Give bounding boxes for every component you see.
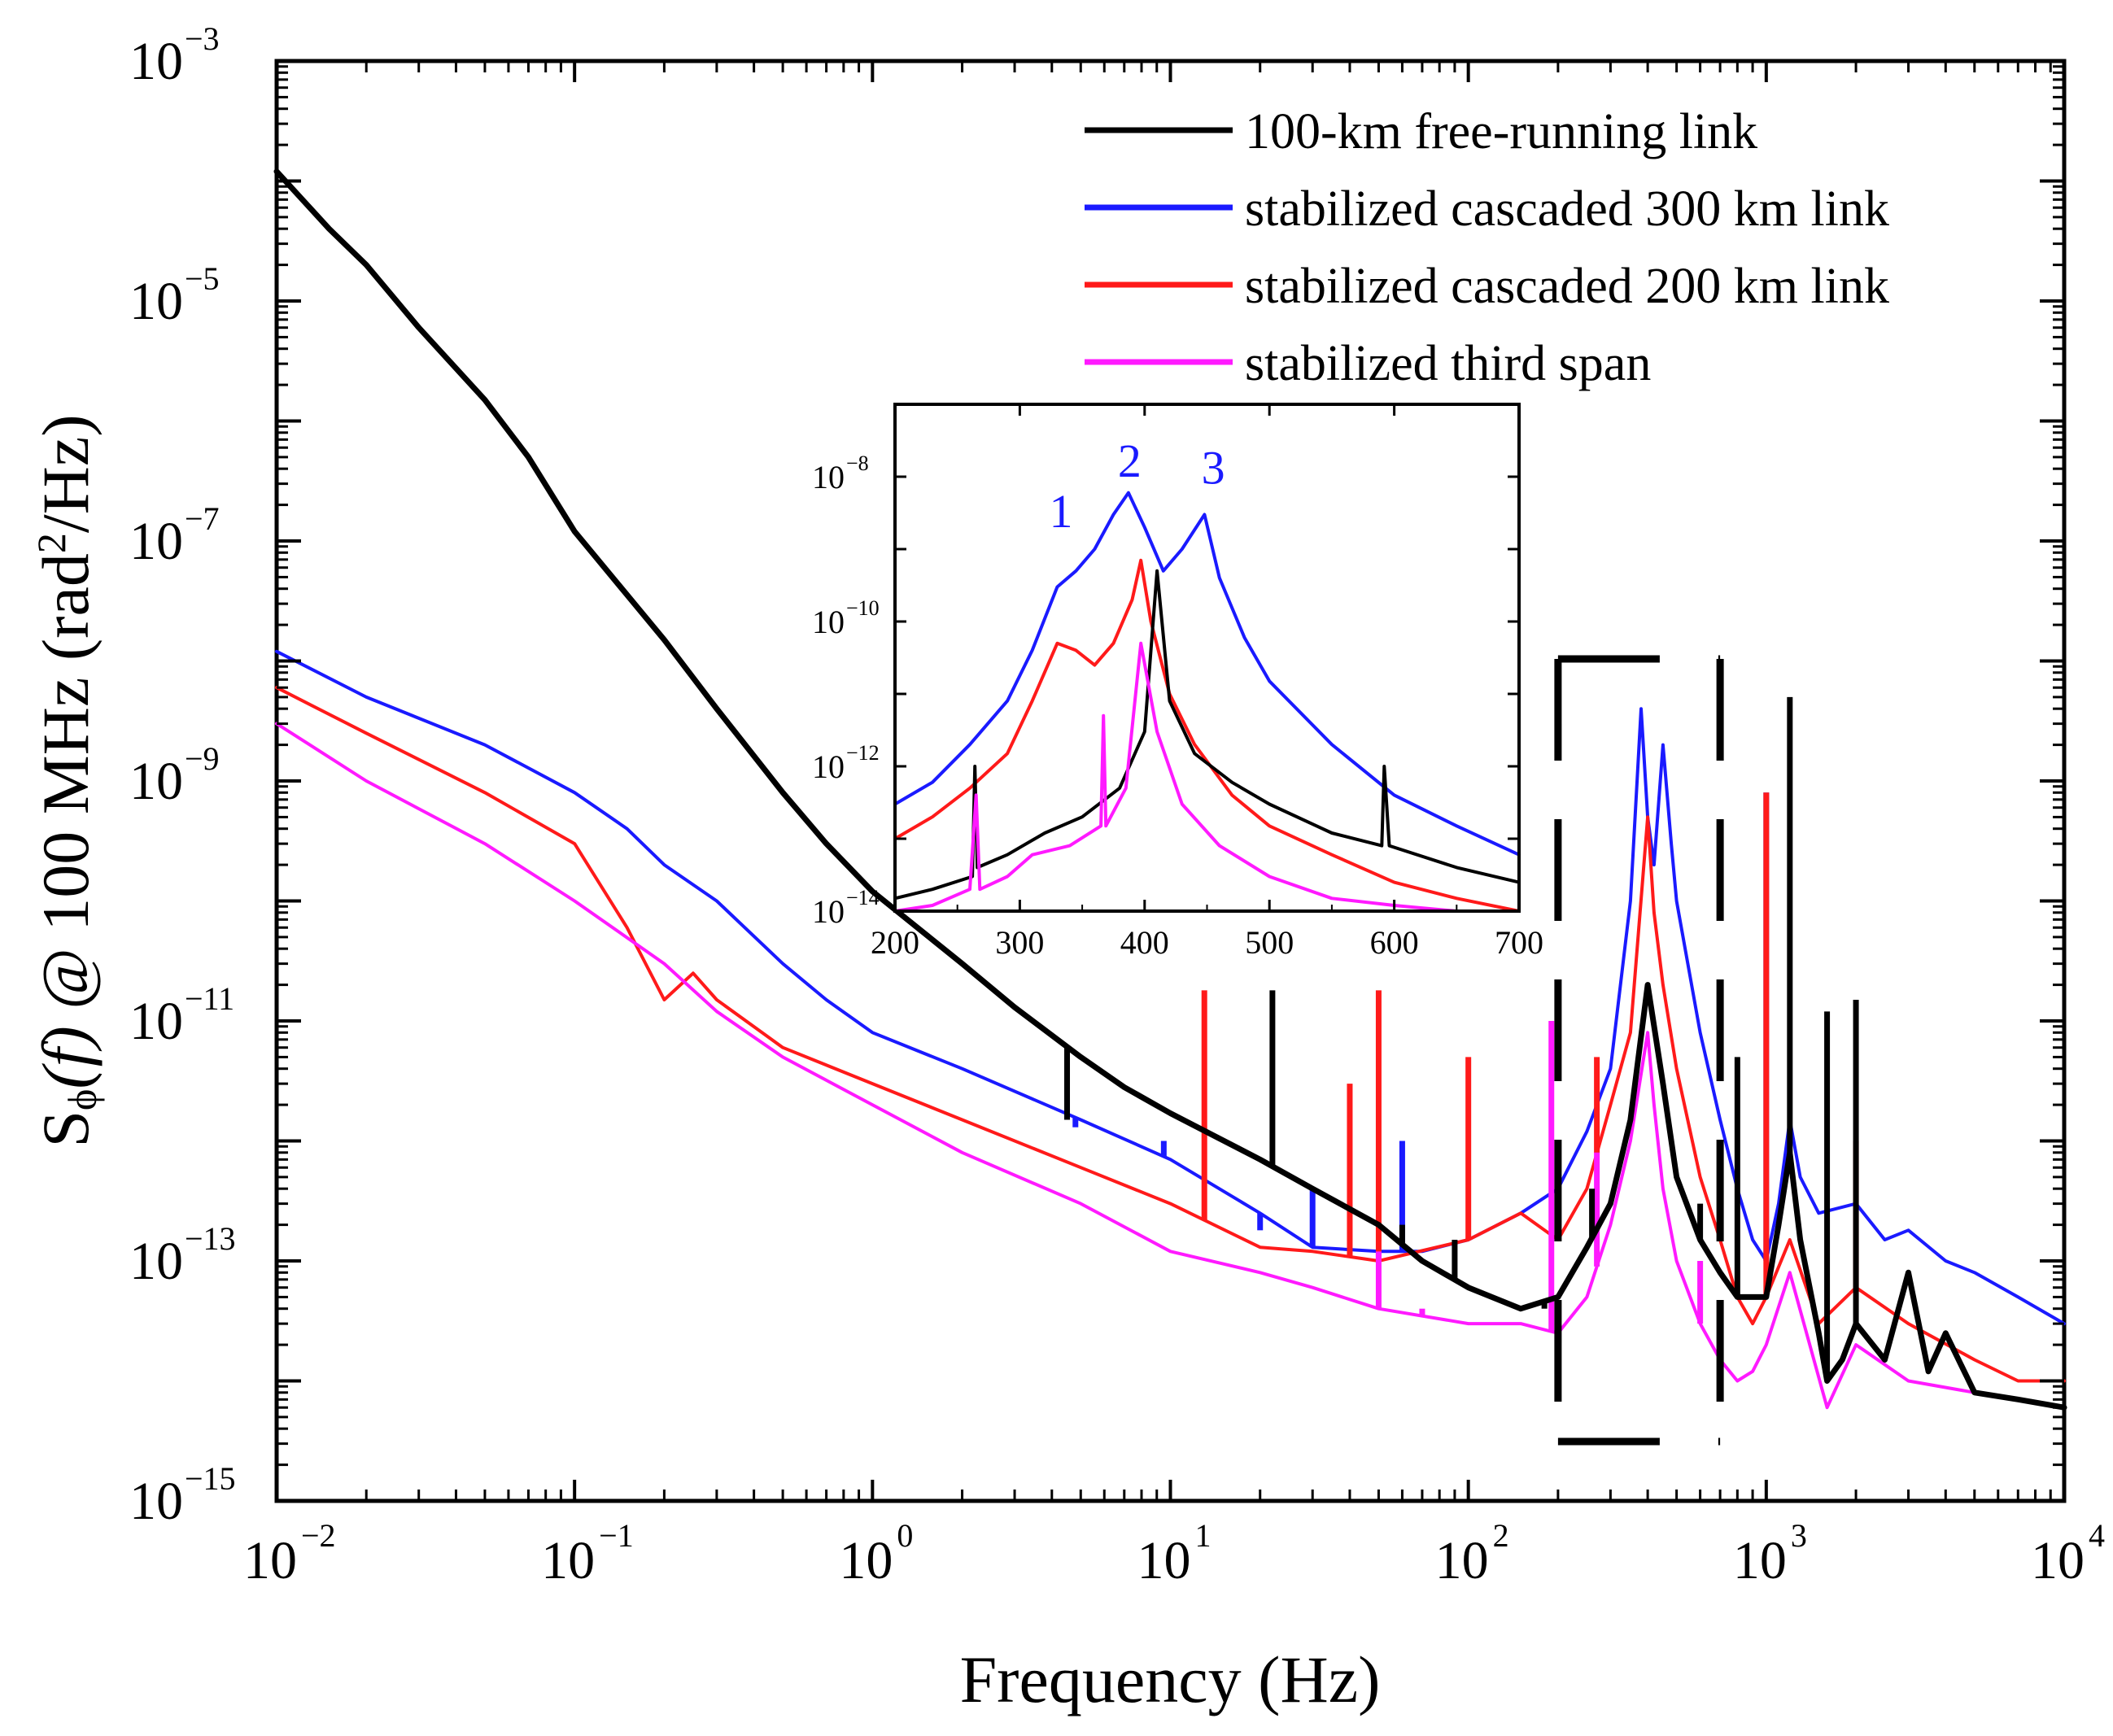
y-tick-exponent: −7	[185, 500, 220, 537]
y-tick-exponent: −3	[185, 20, 220, 57]
legend-label-stabilized-cascaded-200-km-link: stabilized cascaded 200 km link	[1245, 259, 1889, 314]
main-series-group	[273, 168, 2067, 1411]
inset-y-tick-label: 10	[812, 604, 845, 640]
legend-label-stabilized-cascaded-300-km-link: stabilized cascaded 300 km link	[1245, 181, 1889, 237]
x-axis-label: Frequency (Hz)	[960, 1642, 1381, 1716]
x-tick-label: 10	[839, 1531, 893, 1590]
series-line-stabilized-cascaded-300-km-link	[275, 649, 2066, 1326]
main-x-ticks: 10 −2 10 −1 10 0 10 1 10 2 10 3 10 4	[243, 61, 2105, 1590]
peak-label-1: 1	[1050, 485, 1073, 538]
legend: 100-km free-running link stabilized casca…	[1085, 104, 1889, 391]
inset-y-tick-exponent: −10	[846, 596, 880, 620]
x-tick-exponent: 1	[1195, 1517, 1211, 1554]
x-tick-label: 10	[1137, 1531, 1191, 1590]
y-tick-label: 10	[129, 1472, 183, 1531]
y-tick-exponent: −9	[185, 740, 220, 777]
y-tick-label: 10	[129, 1232, 183, 1291]
y-tick-label: 10	[129, 992, 183, 1051]
y-tick-exponent: −5	[185, 260, 220, 297]
inset-x-tick-label: 600	[1370, 924, 1419, 961]
inset-series-line-stabilized-third-span	[893, 641, 1521, 913]
inset-y-tick-label: 10	[812, 459, 845, 495]
inset-y-tick-exponent: −8	[846, 451, 869, 475]
inset-plot-background	[895, 404, 1519, 911]
y-tick-exponent: −11	[185, 980, 234, 1017]
y-tick-label: 10	[129, 272, 183, 331]
inset-x-tick-label: 700	[1495, 924, 1543, 961]
inset-y-tick-exponent: −14	[846, 886, 880, 909]
inset-series-group	[893, 491, 1521, 913]
x-tick-exponent: −2	[301, 1517, 336, 1554]
y-tick-label: 10	[129, 752, 183, 811]
x-tick-label: 10	[1733, 1531, 1787, 1590]
inset-y-tick-exponent: −12	[846, 741, 880, 765]
inset-peak-labels: 12 3	[1050, 434, 1225, 538]
inset-y-tick-label: 10	[812, 893, 845, 930]
inset-x-ticks: 200 300 400 500 600 700	[871, 404, 1543, 961]
legend-label-100-km-free-running-link: 100-km free-running link	[1245, 104, 1757, 159]
x-tick-exponent: −1	[599, 1517, 634, 1554]
inset-x-tick-label: 500	[1245, 924, 1294, 961]
y-tick-label: 10	[129, 512, 183, 571]
inset-series-line-stabilized-cascaded-300-km-link	[893, 491, 1521, 857]
inset-series-line-stabilized-cascaded-200-km-link	[893, 558, 1521, 913]
inset-y-tick-label: 10	[812, 748, 845, 785]
x-tick-label: 10	[541, 1531, 595, 1590]
y-tick-exponent: −13	[185, 1220, 236, 1257]
inset-x-tick-label: 300	[995, 924, 1044, 961]
legend-label-stabilized-third-span: stabilized third span	[1245, 336, 1651, 391]
inset-x-tick-label: 200	[871, 924, 919, 961]
y-axis-label: Sϕ(f) @ 100 MHz (rad2/Hz)	[28, 414, 105, 1147]
y-tick-exponent: −15	[185, 1460, 236, 1497]
series-line-100-km-free-running-link	[273, 168, 2067, 1411]
x-tick-exponent: 0	[897, 1517, 913, 1554]
x-tick-label: 10	[1435, 1531, 1489, 1590]
series-line-stabilized-cascaded-200-km-link	[275, 686, 2066, 1383]
zoom-region-bracket	[1554, 655, 1724, 1446]
x-tick-exponent: 2	[1493, 1517, 1509, 1554]
x-tick-label: 10	[243, 1531, 297, 1590]
peak-label-2: 2	[1118, 434, 1142, 487]
inset-x-tick-label: 400	[1120, 924, 1169, 961]
x-tick-exponent: 4	[2089, 1517, 2105, 1554]
x-tick-exponent: 3	[1791, 1517, 1807, 1554]
x-tick-label: 10	[2031, 1531, 2085, 1590]
y-tick-label: 10	[129, 32, 183, 91]
peak-label-3: 3	[1202, 442, 1225, 495]
